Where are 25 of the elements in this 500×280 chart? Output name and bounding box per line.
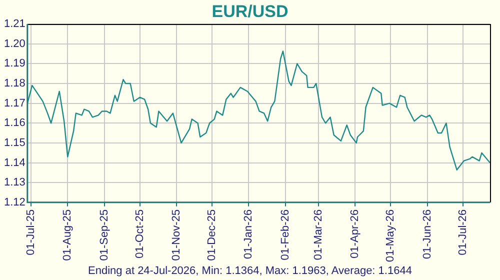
x-tick-label: 01-Jul-25	[24, 209, 37, 256]
y-tick-label: 1.17	[4, 97, 26, 110]
x-tick-label: 01-Mar-26	[312, 209, 324, 260]
x-tick-label: 01-Dec-25	[206, 209, 218, 261]
y-tick-label: 1.21	[4, 18, 26, 30]
x-tick-label: 01-Jan-26	[242, 209, 255, 259]
y-tick-label: 1.13	[4, 176, 26, 189]
y-tick-label: 1.15	[4, 136, 26, 149]
x-tick-label: 01-Jun-26	[421, 209, 434, 259]
x-tick-label: 01-Apr-26	[349, 209, 362, 258]
text: Ending at 24-Jul-2026, Min: 1.1364, Max: 1.1963, Average: 1.1644	[87, 265, 413, 277]
y-tick-label: 1.16	[4, 117, 26, 130]
chart-title: EUR/USD	[212, 2, 288, 21]
x-tick-label: 01-Aug-25	[62, 209, 74, 261]
x-tick-label: 01-Jul-26	[456, 209, 469, 256]
x-tick-label: 01-Oct-25	[134, 209, 146, 258]
y-tick-label: 1.20	[4, 38, 26, 50]
y-tick-label: 1.12	[4, 196, 26, 208]
y-tick-label: 1.19	[4, 58, 26, 70]
y-tick-label: 1.14	[4, 156, 26, 169]
x-tick-label: 01-May-26	[384, 209, 397, 262]
x-tick-label: 01-Nov-25	[170, 209, 183, 261]
y-tick-label: 1.18	[4, 78, 26, 90]
x-tick-label: 01-Sep-25	[98, 209, 110, 261]
x-tick-label: 01-Feb-26	[279, 209, 292, 260]
